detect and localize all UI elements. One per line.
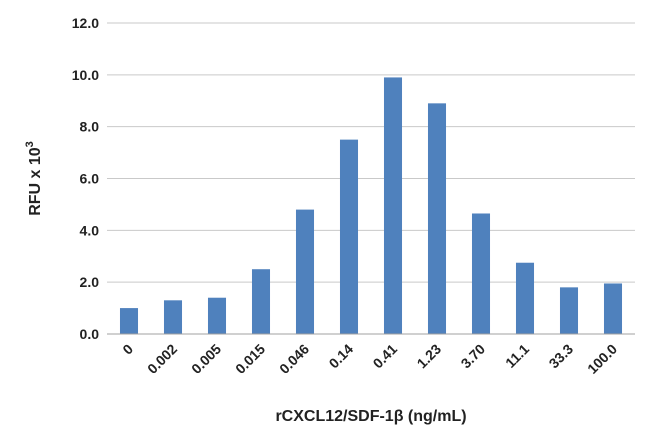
bar-1.23: [427, 103, 447, 334]
x-tick-label: 0.046: [276, 341, 312, 377]
gridlines: [107, 22, 635, 283]
y-tick-label: 6.0: [80, 171, 100, 187]
y-tick-label: 2.0: [80, 274, 100, 290]
y-tick-label: 12.0: [72, 15, 99, 31]
bar-0.015: [251, 269, 271, 334]
y-tick-label: 0.0: [80, 326, 100, 342]
bar-11.1: [515, 262, 535, 334]
bar-33.3: [559, 287, 579, 334]
x-tick-label: 1.23: [414, 341, 445, 372]
bar-0.046: [295, 209, 315, 334]
x-tick-label: 100.0: [584, 341, 620, 377]
y-axis-label: RFU x 103: [24, 141, 44, 216]
x-tick-label: 0.015: [232, 341, 268, 377]
x-tick-label: 11.1: [502, 341, 532, 371]
bar-0.41: [383, 77, 403, 335]
bar-0.14: [339, 139, 359, 334]
bar-0.005: [207, 297, 227, 334]
x-tick-label: 0.002: [144, 341, 180, 377]
bar-100.0: [603, 283, 623, 334]
y-tick-label: 4.0: [80, 222, 100, 238]
y-tick-label: 8.0: [80, 119, 100, 135]
bar-3.70: [471, 213, 491, 334]
bars: [119, 77, 623, 335]
x-tick-label: 3.70: [458, 341, 489, 372]
x-tick-label: 0: [119, 341, 136, 358]
y-axis-ticks: 0.0 2.0 4.0 6.0 8.0 10.0 12.0: [72, 15, 99, 342]
x-tick-label: 33.3: [546, 341, 577, 372]
y-axis-label-base: RFU x 10: [27, 147, 44, 216]
bar-0.002: [163, 300, 183, 334]
x-tick-label: 0.14: [326, 341, 357, 372]
x-tick-label: 0.005: [188, 341, 224, 377]
x-axis-label: rCXCL12/SDF-1β (ng/mL): [275, 408, 466, 425]
x-tick-label: 0.41: [370, 341, 401, 372]
x-axis-ticks: 0 0.002 0.005 0.015 0.046 0.14 0.41 1.23 3.70 11.…: [119, 341, 620, 377]
bar-0: [119, 308, 139, 334]
y-tick-label: 10.0: [72, 67, 99, 83]
y-axis-label-exponent: 3: [24, 141, 36, 147]
